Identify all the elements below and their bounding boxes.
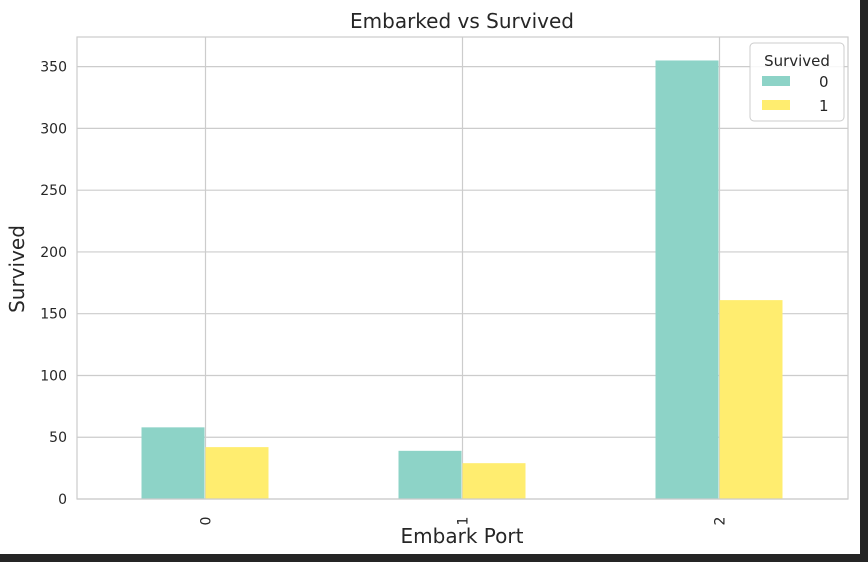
legend-label-survived-0: 0 [819,73,829,91]
legend-swatch-survived-0 [762,76,790,86]
y-tick-label: 200 [40,245,67,261]
x-tick-labels: 0 1 2 [199,517,729,526]
y-tick-labels: 0 50 100 150 200 250 300 350 [40,60,67,508]
bar-survived-0-port-1 [398,450,462,499]
bars [141,60,783,500]
x-tick-label: 1 [456,517,472,526]
bar-survived-0-port-2 [655,60,719,500]
y-tick-label: 0 [58,492,67,508]
legend-label-survived-1: 1 [819,97,829,115]
bar-survived-1-port-1 [462,463,526,499]
chart-window: Embarked vs Survived 0 50 100 150 200 250 300 3… [0,0,860,554]
bar-chart: Embarked vs Survived 0501001502002503003… [5,9,849,548]
grid-lines [77,37,848,500]
legend-swatch-survived-1 [762,100,790,110]
legend: Survived 0 1 [749,42,845,122]
bar-survived-1-port-0 [205,447,269,499]
x-axis-label: Embark Port [401,524,524,548]
y-axis-label: Survived [5,225,29,313]
x-tick-label: 2 [713,517,729,526]
plot-frame [76,36,849,500]
y-tick-label: 50 [49,430,67,446]
y-tick-label: 350 [40,60,67,76]
x-tick-label: 0 [199,517,215,526]
legend-title: Survived [764,52,830,70]
y-tick-label: 250 [40,183,67,199]
bar-survived-0-port-0 [141,427,205,499]
y-tick-label: 300 [40,121,67,137]
chart-title: Embarked vs Survived [350,9,574,33]
bar-survived-1-port-2 [719,300,783,499]
y-tick-label: 100 [40,368,67,384]
y-tick-label: 150 [40,307,67,323]
